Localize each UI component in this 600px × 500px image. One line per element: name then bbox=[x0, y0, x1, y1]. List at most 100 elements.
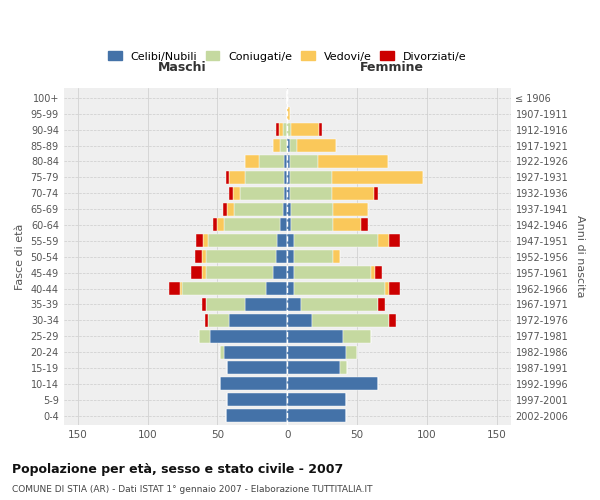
Bar bbox=[276, 250, 287, 264]
Bar bbox=[371, 266, 375, 279]
Bar bbox=[292, 218, 333, 232]
Bar bbox=[332, 186, 374, 200]
Bar bbox=[287, 298, 301, 311]
Bar bbox=[226, 409, 287, 422]
Bar bbox=[202, 298, 206, 311]
Y-axis label: Anni di nascita: Anni di nascita bbox=[575, 216, 585, 298]
Bar bbox=[313, 314, 389, 327]
Bar bbox=[287, 250, 294, 264]
Bar bbox=[297, 139, 336, 152]
Bar bbox=[333, 202, 368, 215]
Bar bbox=[234, 202, 283, 215]
Bar bbox=[179, 282, 182, 295]
Bar bbox=[389, 234, 400, 248]
Bar bbox=[284, 171, 287, 184]
Bar bbox=[223, 202, 227, 215]
Bar bbox=[343, 330, 371, 342]
Bar bbox=[290, 186, 332, 200]
Bar bbox=[213, 218, 217, 232]
Bar bbox=[287, 282, 294, 295]
Text: Popolazione per età, sesso e stato civile - 2007: Popolazione per età, sesso e stato civil… bbox=[12, 462, 343, 475]
Bar bbox=[287, 139, 290, 152]
Bar bbox=[284, 186, 287, 200]
Bar bbox=[319, 123, 322, 136]
Bar bbox=[169, 282, 179, 295]
Bar bbox=[287, 378, 378, 390]
Bar bbox=[294, 250, 333, 264]
Bar bbox=[196, 234, 203, 248]
Bar bbox=[202, 250, 206, 264]
Bar bbox=[294, 234, 378, 248]
Bar bbox=[283, 202, 287, 215]
Bar bbox=[378, 298, 385, 311]
Bar bbox=[273, 266, 287, 279]
Bar bbox=[287, 234, 294, 248]
Bar bbox=[287, 266, 294, 279]
Bar bbox=[227, 202, 234, 215]
Bar bbox=[292, 202, 333, 215]
Bar bbox=[266, 282, 287, 295]
Text: Femmine: Femmine bbox=[360, 61, 424, 74]
Bar bbox=[287, 393, 346, 406]
Bar bbox=[284, 155, 287, 168]
Bar bbox=[287, 346, 346, 358]
Y-axis label: Fasce di età: Fasce di età bbox=[15, 224, 25, 290]
Bar bbox=[287, 123, 292, 136]
Text: COMUNE DI STIA (AR) - Dati ISTAT 1° gennaio 2007 - Elaborazione TUTTITALIA.IT: COMUNE DI STIA (AR) - Dati ISTAT 1° genn… bbox=[12, 485, 373, 494]
Bar bbox=[287, 155, 290, 168]
Bar bbox=[280, 218, 287, 232]
Legend: Celibi/Nubili, Coniugati/e, Vedovi/e, Divorziati/e: Celibi/Nubili, Coniugati/e, Vedovi/e, Di… bbox=[104, 46, 470, 66]
Bar bbox=[287, 107, 290, 120]
Bar bbox=[195, 250, 202, 264]
Bar bbox=[206, 298, 245, 311]
Text: Maschi: Maschi bbox=[158, 61, 207, 74]
Bar bbox=[229, 171, 245, 184]
Bar bbox=[224, 218, 280, 232]
Bar bbox=[385, 282, 389, 295]
Bar bbox=[277, 234, 287, 248]
Bar bbox=[333, 218, 361, 232]
Bar bbox=[203, 234, 208, 248]
Bar bbox=[375, 266, 382, 279]
Bar bbox=[389, 282, 400, 295]
Bar bbox=[211, 330, 287, 342]
Bar bbox=[287, 330, 343, 342]
Bar bbox=[259, 155, 284, 168]
Bar bbox=[287, 218, 292, 232]
Bar bbox=[217, 218, 224, 232]
Bar bbox=[233, 186, 240, 200]
Bar bbox=[318, 155, 388, 168]
Bar bbox=[226, 171, 229, 184]
Bar bbox=[374, 186, 378, 200]
Bar bbox=[292, 123, 319, 136]
Bar bbox=[294, 282, 385, 295]
Bar bbox=[182, 282, 266, 295]
Bar bbox=[245, 171, 284, 184]
Bar bbox=[279, 123, 283, 136]
Bar bbox=[227, 362, 287, 374]
Bar bbox=[361, 218, 368, 232]
Bar bbox=[206, 250, 276, 264]
Bar bbox=[290, 139, 297, 152]
Bar bbox=[290, 171, 332, 184]
Bar bbox=[340, 362, 347, 374]
Bar bbox=[245, 298, 287, 311]
Bar bbox=[229, 186, 233, 200]
Bar bbox=[220, 378, 287, 390]
Bar bbox=[202, 266, 206, 279]
Bar bbox=[224, 346, 287, 358]
Bar bbox=[301, 298, 378, 311]
Bar bbox=[220, 346, 224, 358]
Bar bbox=[191, 266, 202, 279]
Bar bbox=[389, 314, 396, 327]
Bar bbox=[287, 202, 292, 215]
Bar bbox=[199, 330, 211, 342]
Bar bbox=[294, 266, 371, 279]
Bar bbox=[240, 186, 284, 200]
Bar bbox=[378, 234, 389, 248]
Bar bbox=[227, 393, 287, 406]
Bar bbox=[290, 155, 318, 168]
Bar bbox=[280, 139, 287, 152]
Bar bbox=[205, 314, 208, 327]
Bar bbox=[245, 155, 259, 168]
